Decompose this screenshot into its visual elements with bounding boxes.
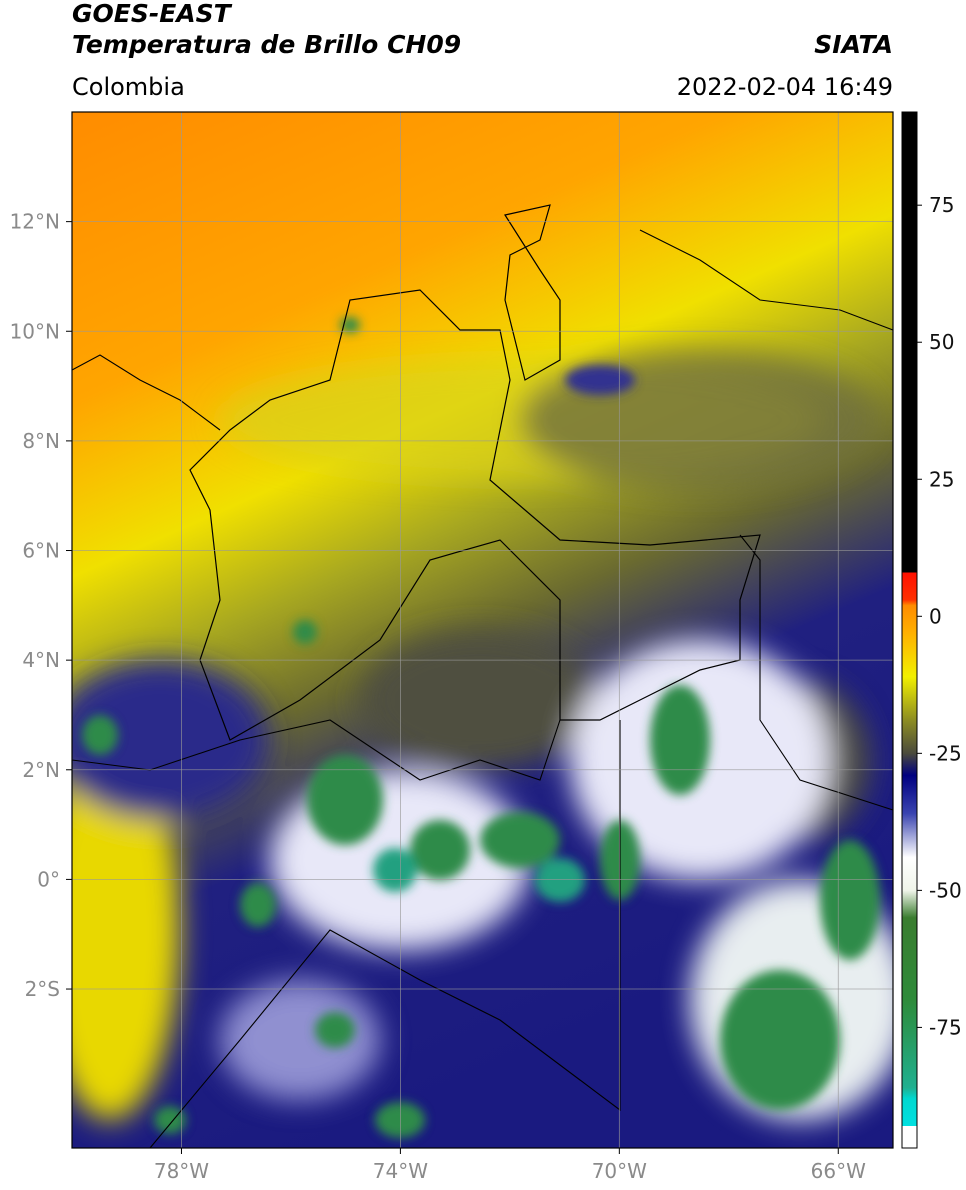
y-tick-label: 8°N (22, 429, 60, 453)
x-tick-label: 78°W (154, 1159, 209, 1183)
y-tick-label: 12°N (10, 210, 60, 234)
y-tick-label: 0° (37, 867, 60, 891)
colorbar-tick-label: -50 (929, 878, 962, 902)
y-tick-label: 2°S (25, 977, 60, 1001)
colorbar (901, 111, 918, 1149)
y-tick-label: 2°N (22, 758, 60, 782)
source: SIATA (814, 30, 893, 59)
colorbar-tick-label: 75 (929, 193, 954, 217)
datetime: 2022-02-04 16:49 (677, 73, 893, 101)
title: GOES-EAST (72, 0, 233, 28)
x-tick-label: 66°W (811, 1159, 866, 1183)
region: Colombia (72, 73, 185, 101)
colorbar-tick-label: 50 (929, 330, 954, 354)
x-tick-label: 70°W (592, 1159, 647, 1183)
map-frame (71, 111, 894, 1149)
y-tick-label: 10°N (10, 319, 60, 343)
colorbar-tick-label: -75 (929, 1015, 962, 1039)
subtitle: Temperatura de Brillo CH09 (72, 30, 461, 59)
y-tick-label: 4°N (22, 648, 60, 672)
colorbar-tick-label: -25 (929, 741, 962, 765)
y-tick-label: 6°N (22, 539, 60, 563)
x-tick-label: 74°W (373, 1159, 428, 1183)
colorbar-tick-label: 0 (929, 604, 942, 628)
colorbar-tick-label: 25 (929, 467, 954, 491)
satellite-image (72, 112, 893, 1148)
